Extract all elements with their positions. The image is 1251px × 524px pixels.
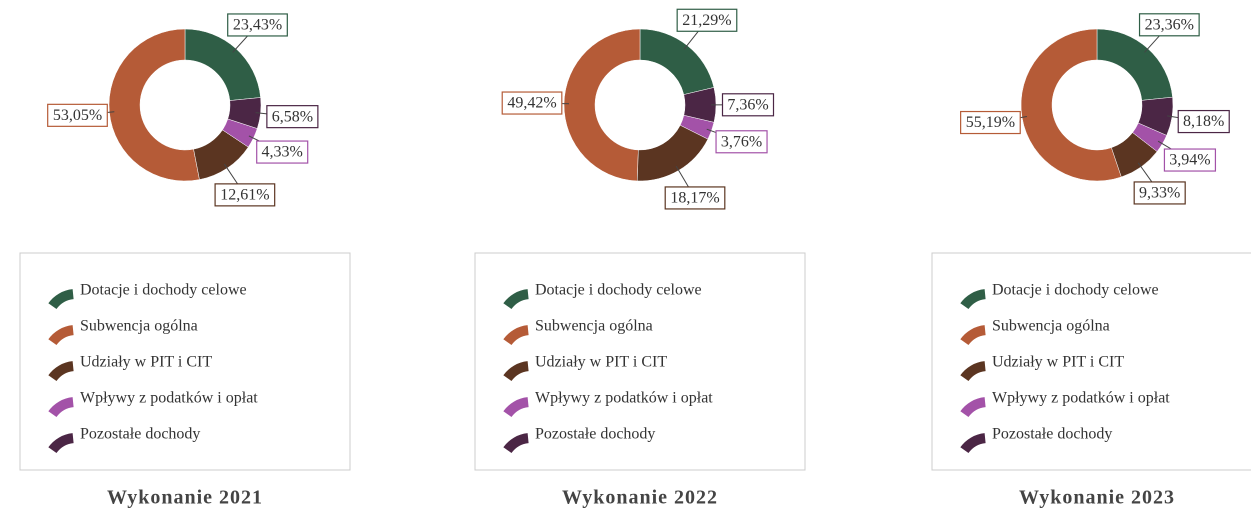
legend-icon <box>503 433 529 454</box>
slice <box>193 129 249 180</box>
slice <box>563 28 641 182</box>
legend-label: Dotacje i dochody celowe <box>80 282 247 299</box>
data-label: 12,61% <box>220 187 269 204</box>
data-label: 7,36% <box>727 96 768 113</box>
legend-label: Subwencja ogólna <box>535 318 653 335</box>
slice <box>679 114 715 140</box>
slice <box>184 28 261 101</box>
data-label: 3,94% <box>1169 152 1210 169</box>
data-label: 9,33% <box>1139 185 1180 202</box>
donut-chart: 21,29% 49,42% 18,17% 3,76% 7,36% Dotacje i do… <box>474 8 806 509</box>
label-box <box>1138 13 1200 37</box>
label-box <box>721 93 775 117</box>
legend-icon <box>960 289 986 310</box>
label-box <box>266 105 319 129</box>
legend-label: Pozostałe dochody <box>80 426 200 443</box>
legend-icon <box>48 325 74 346</box>
legend-icon <box>503 325 529 346</box>
legend-label: Wpływy z podatków i opłat <box>535 390 713 407</box>
data-label: 53,05% <box>53 107 102 124</box>
legend-label: Pozostałe dochody <box>992 426 1112 443</box>
slice <box>1137 96 1174 136</box>
label-box <box>664 186 726 210</box>
chart-title: Wykonanie 2022 <box>562 487 718 509</box>
data-label: 3,76% <box>721 133 762 150</box>
legend-icon <box>960 325 986 346</box>
legend-icon <box>48 433 74 454</box>
data-label: 8,18% <box>1183 113 1224 130</box>
label-box <box>227 13 288 37</box>
data-label: 23,43% <box>233 17 282 34</box>
label-box <box>1177 109 1230 134</box>
label-box <box>960 110 1021 135</box>
data-label: 21,29% <box>682 12 731 29</box>
data-label: 6,58% <box>272 108 313 125</box>
slice <box>1132 122 1167 152</box>
legend-label: Pozostałe dochody <box>535 426 655 443</box>
label-box <box>214 183 276 207</box>
slice <box>108 28 200 182</box>
label-box <box>256 140 309 164</box>
donut-chart: 23,43% 53,05% 12,61% 4,33% 6,58% Dotacje i do… <box>19 13 351 509</box>
legend-box <box>474 252 806 471</box>
legend-label: Subwencja ogólna <box>992 318 1110 335</box>
legend-label: Udziały w PIT i CIT <box>80 354 212 371</box>
slice <box>636 124 709 182</box>
legend-icon <box>48 361 74 382</box>
data-label: 49,42% <box>507 95 556 112</box>
legend-icon <box>960 433 986 454</box>
legend-label: Udziały w PIT i CIT <box>535 354 667 371</box>
legend-label: Udziały w PIT i CIT <box>992 354 1124 371</box>
label-box <box>47 103 108 127</box>
legend-box <box>19 252 351 471</box>
legend-icon <box>960 361 986 382</box>
label-box <box>715 130 768 154</box>
legend-label: Wpływy z podatków i opłat <box>992 390 1170 407</box>
legend-label: Wpływy z podatków i opłat <box>80 390 258 407</box>
slice <box>1020 28 1122 182</box>
slice <box>639 28 715 95</box>
slice <box>1111 132 1158 178</box>
label-box <box>1163 148 1217 172</box>
legend-icon <box>503 361 529 382</box>
legend-icon <box>503 397 529 418</box>
label-box <box>501 91 563 115</box>
legend-label: Dotacje i dochody celowe <box>535 282 702 299</box>
legend-label: Subwencja ogólna <box>80 318 198 335</box>
slice <box>683 87 717 123</box>
legend-icon <box>960 397 986 418</box>
chart-title: Wykonanie 2023 <box>1019 487 1175 509</box>
legend-label: Dotacje i dochody celowe <box>992 282 1159 299</box>
legend-icon <box>48 289 74 310</box>
legend-icon <box>503 289 529 310</box>
label-box <box>1133 181 1186 205</box>
chart-title: Wykonanie 2021 <box>107 487 263 509</box>
slice <box>222 118 258 148</box>
data-label: 4,33% <box>262 144 303 161</box>
legend-icon <box>48 397 74 418</box>
slice <box>1096 28 1173 101</box>
data-label: 18,17% <box>670 190 719 207</box>
data-label: 23,36% <box>1145 16 1194 33</box>
slice <box>227 97 262 129</box>
data-label: 55,19% <box>966 114 1015 131</box>
label-box <box>676 8 738 32</box>
legend-box <box>931 252 1251 471</box>
donut-chart: 23,36% 55,19% 9,33% 3,94% 8,18% Dotacje i doc… <box>931 13 1251 509</box>
